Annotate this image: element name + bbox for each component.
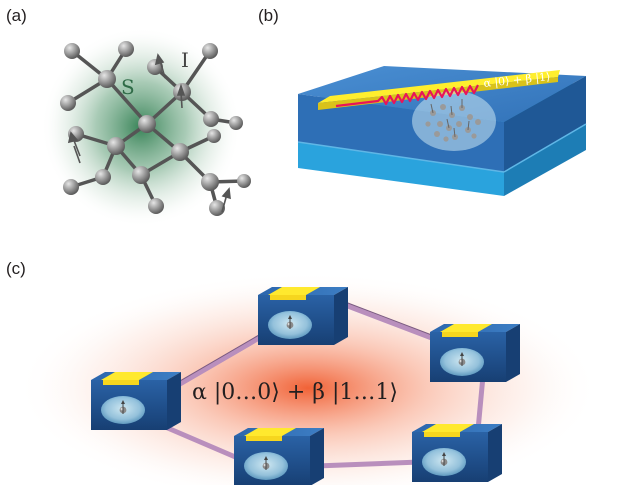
spin-arrow-icon <box>154 53 166 79</box>
lattice-atom <box>201 173 219 191</box>
lattice-atom <box>171 143 189 161</box>
lattice-atom <box>63 179 79 195</box>
qubit-device-icon <box>90 371 182 431</box>
lattice-atom <box>203 111 219 127</box>
spin-ensemble-bubble <box>412 91 496 151</box>
nuclear-spin-label: I <box>181 48 189 72</box>
lattice-atom <box>209 200 225 216</box>
qubit-device-icon <box>411 423 503 483</box>
panel-b-label: (b) <box>258 6 279 25</box>
lattice-atom <box>207 129 221 143</box>
spin-arrow-icon <box>221 187 231 213</box>
spin-arrow-icon <box>67 131 81 157</box>
lattice-atom <box>98 70 116 88</box>
qubit-device-icon <box>233 427 325 485</box>
lattice-atom <box>229 116 243 130</box>
panel-a-label: (a) <box>6 6 27 25</box>
panel-c-network: α |0…0⟩ + β |1…1⟩ <box>16 272 600 485</box>
lattice-atom <box>95 169 111 185</box>
entangled-state-label: α |0…0⟩ + β |1…1⟩ <box>192 380 398 405</box>
lattice-atom <box>64 43 80 59</box>
spin-arrow-icon <box>73 145 81 164</box>
qubit-device-icon <box>257 286 349 346</box>
nuclear-spin-arrows <box>67 53 231 213</box>
spin-arrow-icon <box>176 83 186 109</box>
microwave-wave-icon <box>335 84 479 108</box>
panel-c-label: (c) <box>6 259 26 278</box>
lattice-atom <box>132 166 150 184</box>
panel-b-chip: α |0⟩ + β |1⟩ <box>297 66 587 196</box>
qubit-device-icon <box>429 323 521 383</box>
lattice-atom <box>237 174 251 188</box>
stripline <box>318 70 560 103</box>
lattice-atom <box>118 41 134 57</box>
lattice-atom-central <box>138 115 156 133</box>
lattice-atom <box>107 137 125 155</box>
lattice-atom <box>60 95 76 111</box>
lattice-atom <box>202 43 218 59</box>
panel-a-lattice: S I <box>41 27 251 227</box>
chip-top-side <box>504 76 586 172</box>
lattice-atom <box>148 198 164 214</box>
electron-spin-label: S <box>121 75 135 99</box>
chip-top-front <box>298 94 504 172</box>
